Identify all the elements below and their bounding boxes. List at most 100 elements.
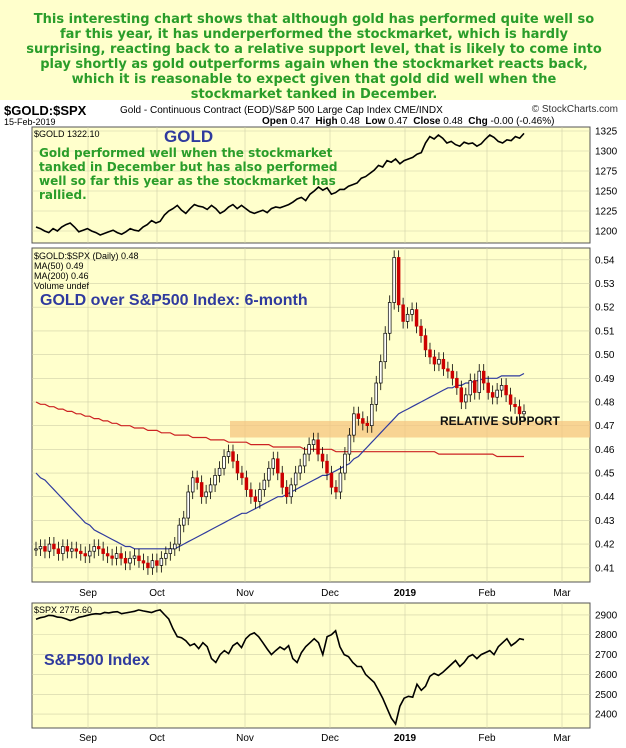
- ratio-candle: [490, 392, 495, 398]
- ratio-y-tick-label: 0.46: [595, 445, 615, 456]
- ratio-candle: [168, 548, 173, 554]
- ratio-candle: [374, 382, 378, 405]
- ratio-candle: [217, 467, 222, 476]
- ratio-candle: [383, 332, 387, 363]
- ratio-y-tick-label: 0.51: [595, 326, 615, 337]
- ratio-candle: [173, 543, 177, 550]
- commentary-text: This interesting chart shows that althou…: [26, 12, 602, 102]
- ratio-candle: [208, 484, 213, 493]
- ratio-candle: [450, 370, 455, 379]
- ratio-candle: [401, 304, 405, 322]
- ratio-legend-main: $GOLD:$SPX (Daily) 0.48: [34, 251, 139, 261]
- chart-instrument-name: Gold - Continuous Contract (EOD)/S&P 500…: [120, 105, 443, 116]
- ratio-candle: [405, 313, 410, 322]
- ratio-candle: [495, 389, 499, 398]
- ratio-legend-volume: Volume undef: [34, 281, 90, 291]
- ratio-candle: [508, 394, 513, 405]
- ratio-candle: [428, 349, 432, 358]
- spx-panel: [31, 602, 591, 729]
- ratio-legend-ma200: MA(200) 0.46: [34, 271, 89, 281]
- ratio-candle: [513, 403, 517, 408]
- ratio-candle: [280, 472, 284, 488]
- ratio-candle: [244, 477, 249, 490]
- ratio-candle: [365, 422, 370, 427]
- ratio-y-tick-label: 0.45: [595, 469, 615, 480]
- close-label: Close: [413, 116, 441, 127]
- ratio-candle: [258, 489, 262, 502]
- ratio-candle: [455, 377, 459, 389]
- ratio-candle: [105, 553, 110, 557]
- ratio-candle: [195, 477, 199, 483]
- ratio-y-tick-label: 0.43: [595, 516, 615, 527]
- ratio-candle: [235, 460, 240, 474]
- ratio-candle: [137, 555, 141, 562]
- ratio-candle: [182, 517, 186, 526]
- ratio-y-tick-label: 0.48: [595, 397, 615, 408]
- gold-y-tick-label: 1225: [595, 207, 618, 218]
- ratio-candle: [302, 453, 307, 467]
- ratio-candle: [110, 555, 114, 559]
- ratio-candle: [96, 546, 101, 550]
- ratio-candle: [347, 434, 352, 455]
- ratio-candle: [320, 453, 325, 462]
- relative-support-label: RELATIVE SUPPORT: [440, 414, 560, 428]
- ratio-candle: [343, 453, 347, 474]
- commentary-box: This interesting chart shows that althou…: [0, 0, 626, 102]
- ratio-candle: [34, 548, 38, 551]
- spx-y-tick-label: 2600: [595, 670, 618, 681]
- ratio-candle: [267, 467, 271, 481]
- ratio-candle: [132, 555, 137, 559]
- ratio-candle: [352, 413, 356, 436]
- ratio-candle: [204, 491, 208, 498]
- ratio-candle: [334, 486, 338, 493]
- ratio-y-tick-label: 0.54: [595, 255, 615, 266]
- ratio-candle: [271, 458, 276, 469]
- spx-x-tick-label: Sep: [79, 733, 97, 744]
- ratio-candle: [213, 475, 217, 486]
- ratio-candle: [141, 560, 146, 564]
- gold-y-tick-label: 1300: [595, 147, 618, 158]
- ratio-candle: [79, 550, 83, 554]
- ratio-candle: [329, 472, 334, 488]
- ratio-candle: [231, 451, 235, 462]
- high-label: High: [315, 116, 338, 127]
- ratio-candle: [249, 489, 253, 498]
- high-value: 0.48: [340, 116, 360, 127]
- ratio-candle: [52, 543, 56, 550]
- ratio-candle: [61, 546, 65, 554]
- ratio-candle: [114, 553, 119, 559]
- ratio-candle: [177, 524, 182, 545]
- ma200-line: [35, 401, 524, 458]
- ratio-candle: [226, 451, 231, 457]
- ratio-candle: [155, 560, 159, 566]
- spx-x-tick-label: 2019: [394, 733, 417, 744]
- ratio-candle: [392, 257, 396, 303]
- ratio-candle: [101, 548, 105, 554]
- ma50-line: [35, 372, 525, 550]
- ratio-candle: [262, 479, 267, 490]
- gold-note: Gold performed well when the stockmarket…: [39, 146, 338, 202]
- ratio-y-tick-label: 0.41: [595, 563, 615, 574]
- gold-y-tick-label: 1275: [595, 167, 618, 178]
- chg-label: Chg: [468, 116, 488, 127]
- ratio-y-tick-label: 0.49: [595, 374, 615, 385]
- low-label: Low: [365, 116, 386, 127]
- ratio-candle: [517, 406, 522, 415]
- ratio-panel: [31, 247, 591, 583]
- ratio-title: GOLD over S&P500 Index: 6-month: [40, 292, 308, 309]
- ratio-candle: [56, 548, 61, 554]
- ratio-candle: [396, 257, 401, 306]
- spx-y-tick-label: 2400: [595, 710, 618, 721]
- spx-title: S&P500 Index: [44, 652, 150, 669]
- ratio-candle: [432, 356, 437, 365]
- ratio-candle: [87, 550, 92, 557]
- ratio-candle: [499, 385, 504, 391]
- ratio-legend-ma50: MA(50) 0.49: [34, 261, 84, 271]
- ratio-candle: [74, 548, 79, 552]
- ratio-candle: [316, 439, 320, 455]
- gold-panel: [31, 126, 591, 244]
- ratio-candle: [378, 361, 383, 384]
- stockcharts-logo: © StockCharts.com: [531, 104, 618, 115]
- ratio-candle: [446, 368, 450, 372]
- open-label: Open: [262, 116, 288, 127]
